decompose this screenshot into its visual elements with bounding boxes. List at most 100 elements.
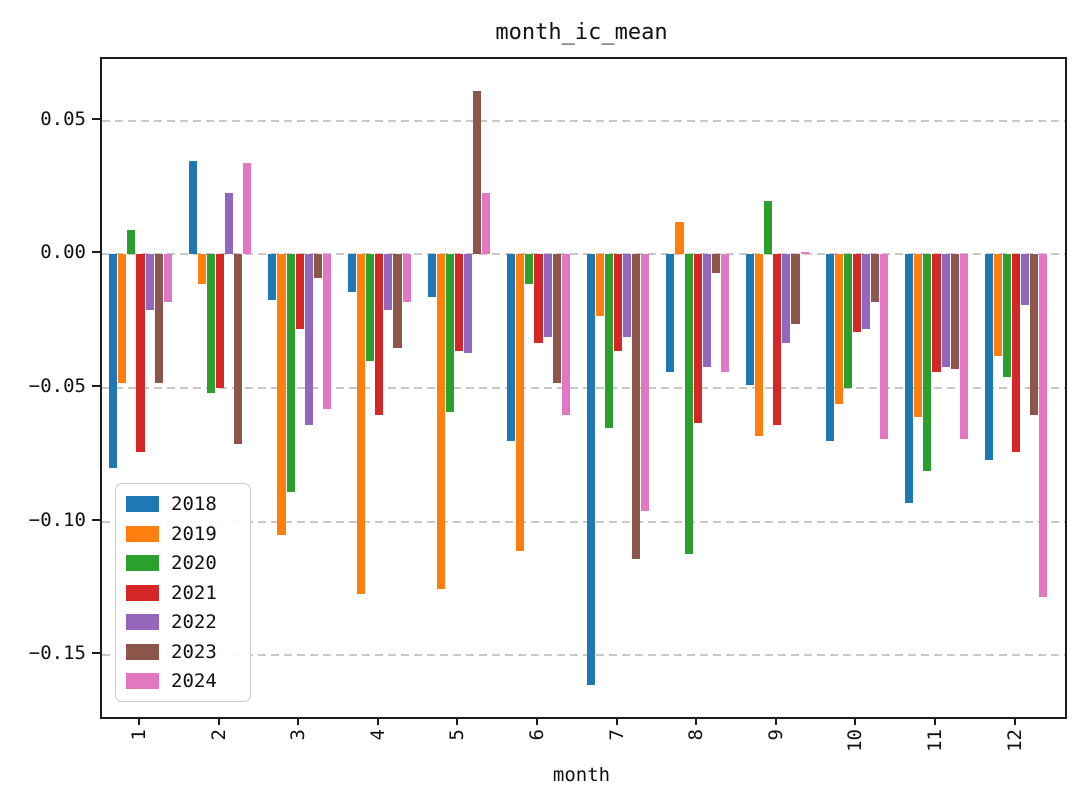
bar-2018-month-10	[825, 254, 834, 442]
bar-2024-month-3	[322, 254, 332, 410]
bar-2020-month-1	[127, 230, 136, 255]
gridline-−0.15	[102, 654, 1065, 657]
chart-title: month_ic_mean	[495, 20, 668, 45]
bar-2020-month-8	[684, 254, 693, 554]
bar-2022-month-1	[145, 254, 154, 311]
bar-2018-month-12	[984, 254, 993, 461]
legend-item-2021: 2021	[126, 582, 238, 604]
bar-2024-month-5	[482, 192, 491, 255]
legend-label: 2018	[171, 493, 217, 515]
bar-2019-month-9	[755, 254, 764, 437]
legend-swatch-2018	[126, 496, 159, 512]
bar-2023-month-6	[552, 254, 561, 383]
bar-2023-month-11	[950, 254, 959, 370]
bar-2019-month-2	[197, 254, 206, 284]
x-tick-label-4: 4	[366, 729, 389, 741]
x-tick-mark	[934, 717, 936, 725]
bar-2021-month-2	[216, 254, 225, 388]
bar-2023-month-3	[313, 254, 322, 279]
bar-2024-month-12	[1039, 254, 1048, 597]
bar-2019-month-1	[118, 254, 127, 383]
bar-2023-month-7	[632, 254, 641, 560]
bar-2024-month-7	[641, 254, 650, 512]
bar-2020-month-6	[525, 254, 534, 284]
bar-2022-month-6	[543, 254, 552, 338]
legend-swatch-2023	[126, 643, 159, 660]
legend-item-2023: 2023	[126, 641, 238, 663]
bar-2020-month-4	[366, 254, 375, 362]
gridline-0.05	[102, 119, 1065, 122]
y-tick-label: 0.05	[40, 107, 86, 130]
x-tick-mark	[456, 717, 459, 725]
bar-2019-month-11	[914, 254, 923, 418]
bar-2019-month-3	[277, 254, 286, 536]
bar-2018-month-5	[427, 254, 436, 298]
x-tick-mark	[1013, 717, 1016, 725]
bar-2020-month-9	[764, 200, 773, 255]
legend-item-2020: 2020	[126, 552, 238, 574]
legend: 2018 2019 2020 2021 2022 2023 2024	[115, 483, 251, 702]
bar-2023-month-9	[791, 254, 800, 324]
legend-label: 2023	[171, 640, 217, 663]
bar-2018-month-4	[347, 254, 357, 292]
bar-2023-month-10	[871, 254, 880, 303]
bar-2022-month-10	[861, 254, 871, 330]
x-tick-mark	[536, 717, 538, 725]
bar-2021-month-11	[932, 254, 941, 372]
bar-2023-month-4	[393, 254, 402, 348]
y-tick-mark	[92, 251, 100, 254]
bar-2019-month-6	[516, 254, 525, 552]
bar-2018-month-3	[268, 254, 277, 300]
y-tick-label: 0.00	[40, 241, 86, 264]
legend-label: 2019	[171, 522, 217, 545]
bar-2020-month-12	[1002, 254, 1012, 378]
legend-label: 2024	[171, 670, 217, 692]
x-tick-label-1: 1	[128, 729, 150, 741]
bar-2021-month-5	[454, 254, 463, 351]
bar-2019-month-5	[436, 254, 445, 589]
legend-item-2019: 2019	[126, 523, 238, 545]
x-tick-mark	[774, 717, 777, 725]
y-tick-mark	[92, 117, 100, 120]
bar-2021-month-10	[852, 254, 861, 332]
bar-2018-month-1	[109, 254, 118, 469]
bar-2020-month-5	[445, 254, 454, 413]
bar-2018-month-8	[666, 254, 675, 372]
bar-2024-month-4	[402, 254, 411, 303]
bar-2022-month-11	[941, 254, 950, 367]
y-tick-mark	[92, 652, 100, 655]
legend-item-2024: 2024	[126, 670, 238, 692]
bar-2024-month-1	[163, 254, 172, 303]
x-tick-mark	[615, 717, 618, 725]
x-tick-label-7: 7	[605, 729, 628, 741]
bar-2021-month-7	[614, 254, 623, 351]
x-tick-label-6: 6	[526, 729, 548, 741]
plot-area: 2018 2019 2020 2021 2022 2023 2024	[100, 57, 1067, 719]
bar-2022-month-5	[463, 254, 473, 354]
bar-2020-month-10	[843, 254, 852, 388]
bar-2021-month-6	[534, 254, 543, 343]
bar-2021-month-4	[375, 254, 384, 415]
legend-swatch-2019	[126, 525, 159, 542]
x-tick-mark	[376, 717, 379, 725]
x-tick-mark	[138, 717, 140, 725]
bar-2024-month-10	[880, 254, 889, 439]
bar-2022-month-8	[702, 254, 711, 367]
bar-2024-month-9	[800, 251, 809, 255]
legend-swatch-2024	[126, 673, 159, 689]
bar-2018-month-11	[905, 254, 914, 503]
bar-2023-month-2	[234, 254, 243, 445]
legend-swatch-2020	[126, 555, 159, 571]
x-tick-label-8: 8	[685, 729, 708, 741]
x-tick-mark	[695, 717, 698, 725]
bar-2018-month-2	[188, 160, 197, 255]
bar-2022-month-3	[304, 254, 313, 426]
bar-2020-month-2	[206, 254, 216, 394]
bar-2018-month-9	[745, 254, 755, 386]
x-tick-label-3: 3	[287, 729, 310, 741]
y-tick-label: −0.15	[28, 642, 86, 665]
bar-2024-month-2	[243, 163, 252, 255]
x-axis-label: month	[552, 764, 611, 786]
bar-2022-month-2	[225, 192, 234, 255]
